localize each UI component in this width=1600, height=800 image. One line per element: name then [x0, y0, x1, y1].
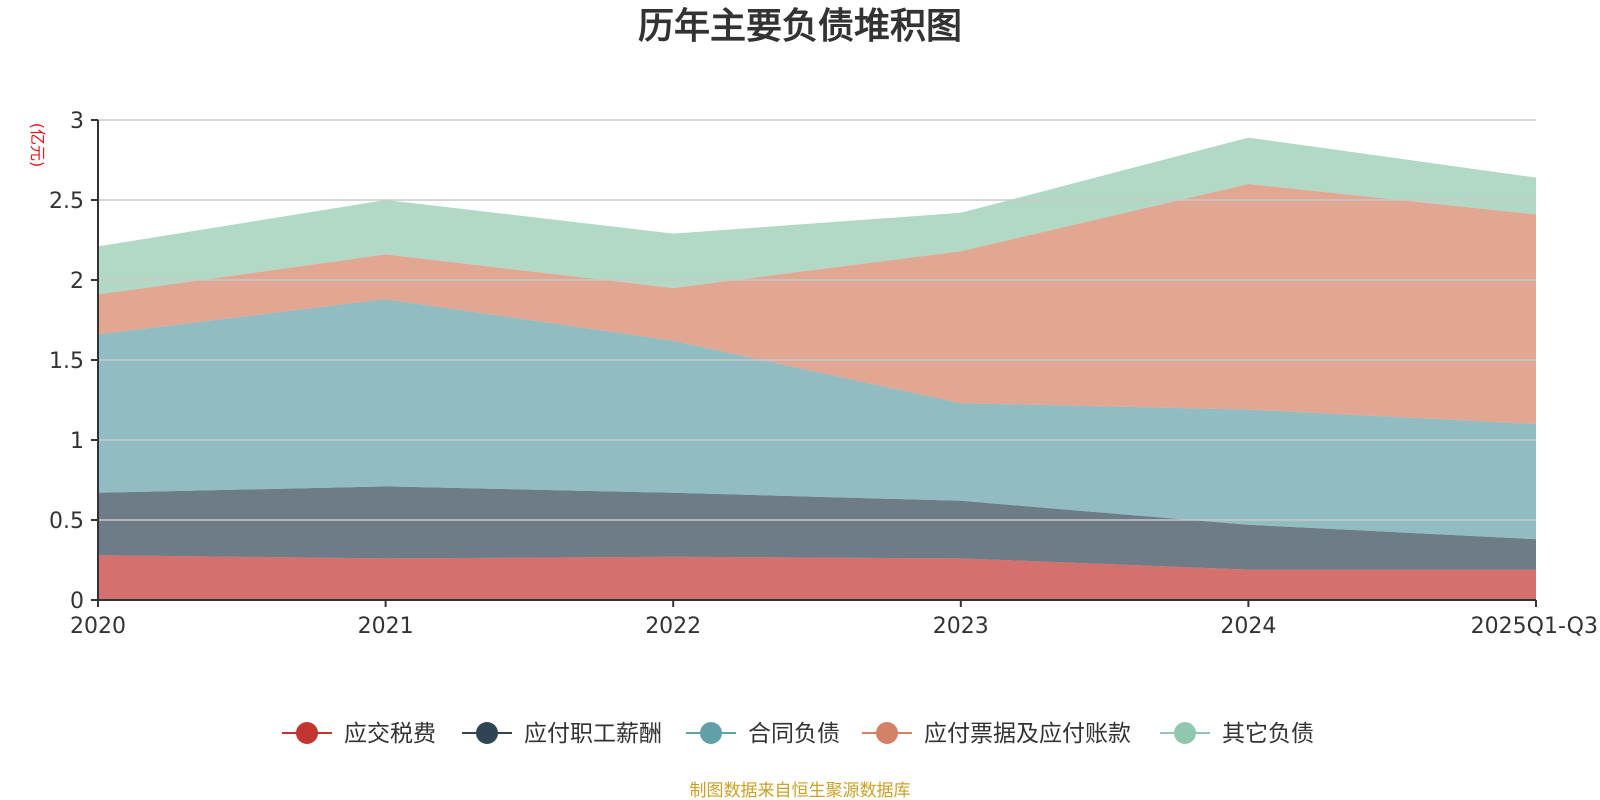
y-tick-label: 2 [70, 269, 84, 294]
y-tick-label: 3 [70, 109, 84, 134]
area-0 [98, 555, 1536, 600]
legend-label: 应交税费 [344, 721, 436, 747]
area-1 [98, 486, 1536, 570]
legend-marker [476, 722, 498, 744]
legend-item-1[interactable]: 应付职工薪酬 [462, 721, 662, 747]
area-3 [98, 184, 1536, 424]
area-4 [98, 137, 1536, 295]
legend-label: 其它负债 [1222, 721, 1314, 747]
x-tick-label: 2025Q1-Q3 [1471, 614, 1598, 639]
chart-title: 历年主要负债堆积图 [638, 6, 962, 47]
area-series [98, 137, 1536, 600]
x-tick-label: 2022 [645, 614, 701, 639]
x-tick-label: 2020 [70, 614, 126, 639]
legend-marker [700, 722, 722, 744]
legend-marker [876, 722, 898, 744]
legend-label: 应付职工薪酬 [524, 721, 662, 747]
data-source-note: 制图数据来自恒生聚源数据库 [690, 781, 911, 800]
legend-label: 应付票据及应付账款 [924, 721, 1131, 747]
x-tick-label: 2021 [358, 614, 414, 639]
legend-item-3[interactable]: 应付票据及应付账款 [862, 721, 1131, 747]
y-axis-unit: (亿元) [28, 123, 47, 168]
grid-lines [98, 119, 1536, 521]
y-tick-label: 1.5 [49, 349, 84, 374]
y-tick-label: 1 [70, 429, 84, 454]
y-tick-label: 2.5 [49, 189, 84, 214]
y-tick-label: 0 [70, 589, 84, 614]
y-tick-label: 0.5 [49, 509, 84, 534]
legend-item-2[interactable]: 合同负债 [686, 721, 840, 747]
legend-item-0[interactable]: 应交税费 [282, 721, 436, 747]
area-2 [98, 299, 1536, 540]
legend-marker [296, 722, 318, 744]
x-tick-label: 2024 [1220, 614, 1276, 639]
legend-item-4[interactable]: 其它负债 [1160, 721, 1314, 747]
x-tick-label: 2023 [933, 614, 989, 639]
legend-label: 合同负债 [748, 721, 840, 747]
axes: 0 0.5 1 1.5 2 2.5 3 2020 2021 2022 2023 2024 2025Q1-… [49, 109, 1598, 639]
legend[interactable]: 应交税费 应付职工薪酬 合同负债 应付票据及应付账款 其它负债 [282, 721, 1314, 747]
legend-marker [1174, 722, 1196, 744]
